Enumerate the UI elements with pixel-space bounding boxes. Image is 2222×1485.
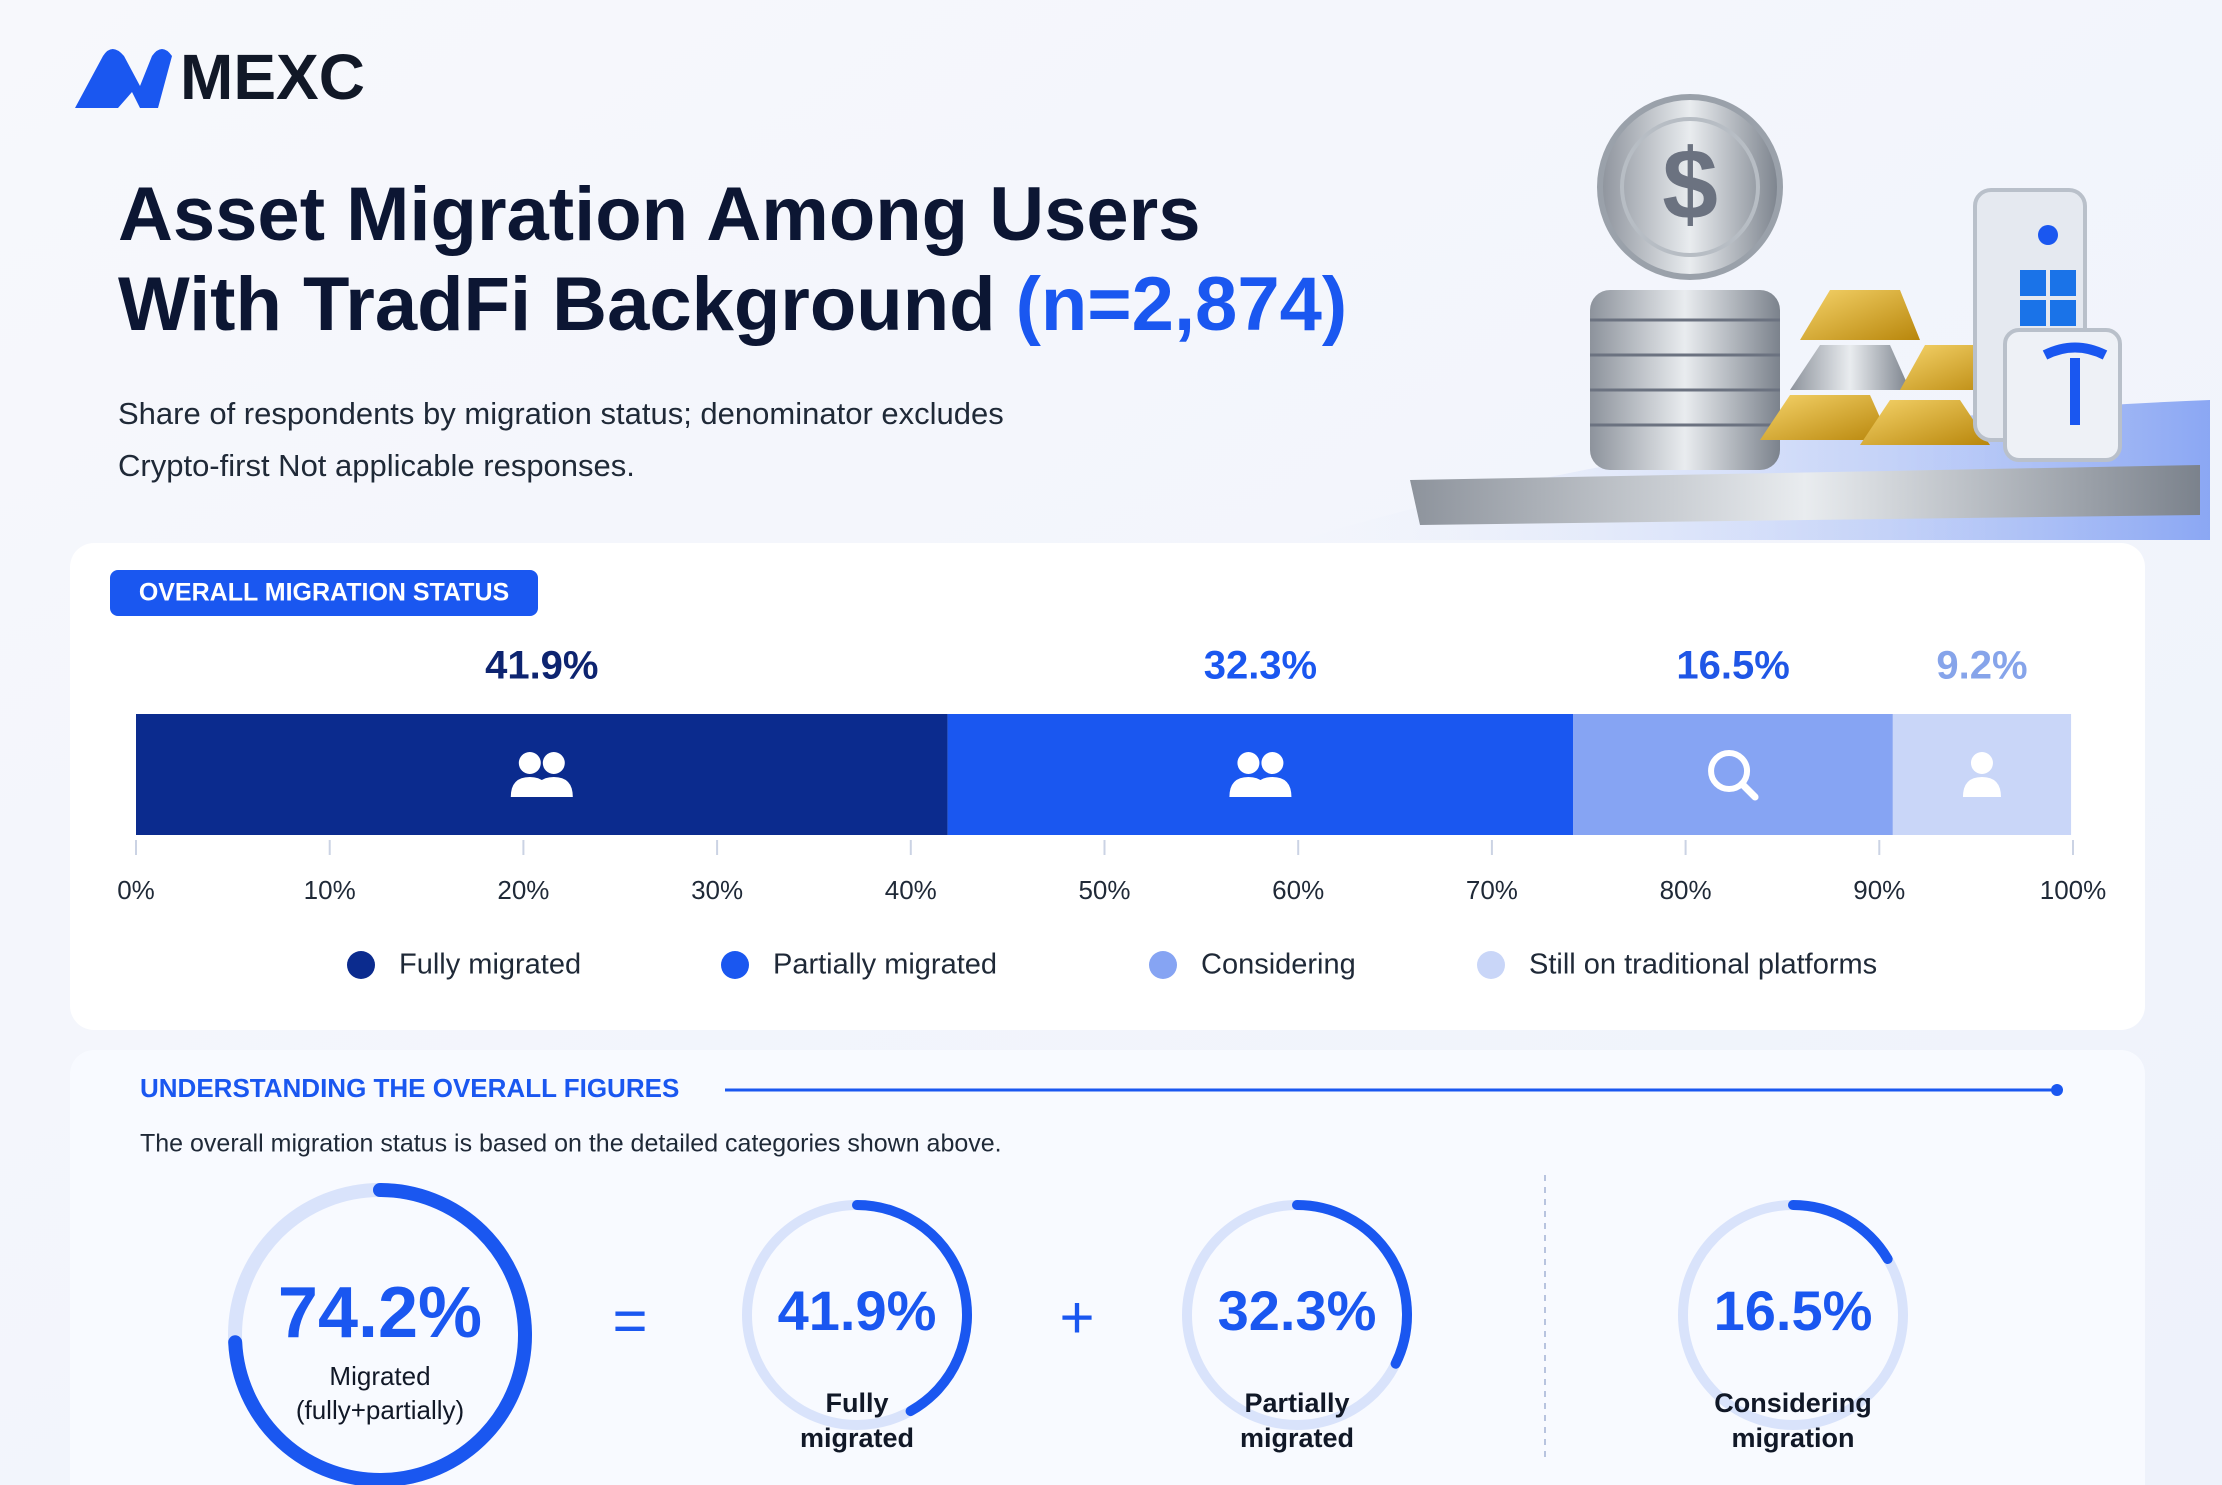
ring-caption: Migrated — [329, 1361, 430, 1391]
divider-dot — [2051, 1084, 2063, 1096]
bar-segment — [947, 714, 1574, 835]
legend-label: Still on traditional platforms — [1529, 949, 1877, 981]
illustration: $ — [1300, 94, 2210, 540]
icon-part — [542, 752, 565, 774]
segment-icon — [510, 752, 573, 797]
legend-swatch — [347, 951, 375, 979]
legend-label: Considering — [1201, 949, 1356, 981]
ring-caption: Considering — [1714, 1388, 1872, 1418]
ring-arc — [1292, 1200, 1412, 1369]
logo — [75, 49, 172, 108]
ring-value: 41.9% — [778, 1279, 937, 1342]
x-tick-label: 10% — [304, 875, 356, 905]
ring-caption: migrated — [800, 1423, 914, 1453]
sample-size: (n=2,874) — [1016, 262, 1348, 347]
ring-caption: migration — [1731, 1423, 1854, 1453]
title-line: Asset Migration Among Users — [118, 172, 1200, 257]
icon-part — [1962, 777, 2001, 797]
x-tick-label: 60% — [1272, 875, 1324, 905]
x-tick-label: 20% — [497, 875, 549, 905]
icon-part — [1261, 752, 1284, 774]
ring-arc — [1788, 1200, 1893, 1265]
summary-card — [70, 1050, 2145, 1485]
icon-part — [534, 777, 573, 797]
x-tick-label: 80% — [1660, 875, 1712, 905]
segment-icon — [1229, 752, 1292, 797]
operator: + — [1059, 1284, 1094, 1351]
legend-label: Fully migrated — [399, 949, 581, 981]
brand: MEXC — [180, 41, 365, 113]
section-pill — [110, 570, 538, 616]
x-tick-label: 100% — [2040, 875, 2107, 905]
x-tick-label: 90% — [1853, 875, 1905, 905]
icon-part — [1253, 777, 1292, 797]
ring-arc — [228, 1183, 532, 1485]
ring-arc — [852, 1200, 972, 1417]
x-tick-label: 50% — [1078, 875, 1130, 905]
value-label: 16.5% — [1676, 644, 1789, 688]
value-label: 9.2% — [1936, 644, 2027, 688]
bar-segment — [1892, 714, 2072, 835]
subtitle-line: Crypto-first Not applicable responses. — [118, 448, 635, 483]
subtitle-line: Share of respondents by migration status… — [118, 396, 1004, 431]
x-tick-label: 0% — [117, 875, 155, 905]
value-label: 41.9% — [485, 644, 598, 688]
logo-icon — [75, 49, 172, 108]
bar-segment — [1573, 714, 1893, 835]
legend-swatch — [1149, 951, 1177, 979]
x-tick-label: 70% — [1466, 875, 1518, 905]
x-tick-label: 40% — [885, 875, 937, 905]
icon-part — [518, 752, 541, 774]
summary-description: The overall migration status is based on… — [140, 1130, 1002, 1158]
ring-caption: Partially — [1244, 1388, 1349, 1418]
legend-swatch — [721, 951, 749, 979]
ring-value: 32.3% — [1218, 1279, 1377, 1342]
x-tick-label: 30% — [691, 875, 743, 905]
icon-part — [1708, 750, 1751, 792]
operator: = — [612, 1287, 647, 1354]
title-line: With TradFi Background — [118, 262, 996, 347]
chart-title: OVERALL MIGRATION STATUS — [139, 579, 509, 607]
svg-text:$: $ — [1662, 128, 1718, 240]
value-label: 32.3% — [1204, 644, 1317, 688]
legend-label: Partially migrated — [773, 949, 997, 981]
bar-segment — [136, 714, 948, 835]
summary-title: UNDERSTANDING THE OVERALL FIGURES — [140, 1073, 679, 1103]
ring-value: 16.5% — [1714, 1279, 1873, 1342]
icon-part — [1738, 780, 1759, 801]
icon-part — [1237, 752, 1260, 774]
ring-caption: migrated — [1240, 1423, 1354, 1453]
ring-caption: Fully — [825, 1388, 888, 1418]
legend-swatch — [1477, 951, 1505, 979]
segment-icon — [1962, 752, 2001, 797]
segment-icon — [1708, 750, 1759, 801]
ring-caption: (fully+partially) — [296, 1395, 464, 1425]
icon-part — [1970, 752, 1993, 774]
ring-value: 74.2% — [278, 1273, 482, 1353]
